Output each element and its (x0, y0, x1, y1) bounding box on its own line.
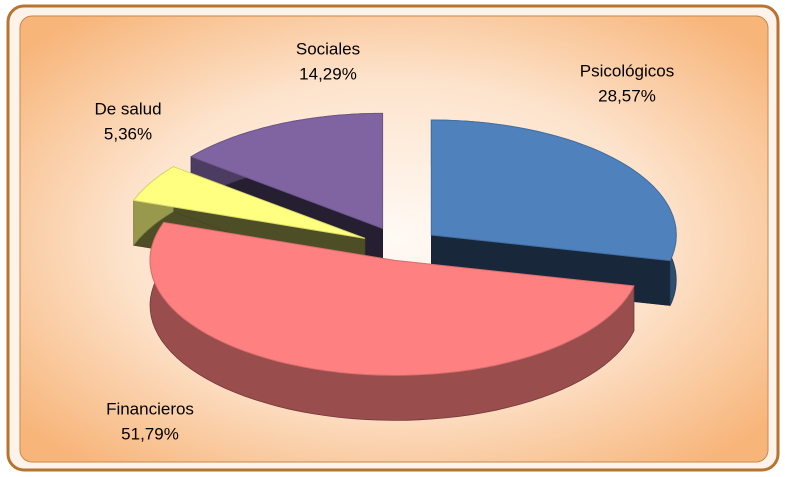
slice-value-label: 14,29% (299, 64, 357, 83)
slice-value-label: 5,36% (104, 124, 152, 143)
slice-value-label: 51,79% (121, 424, 179, 443)
slice-label: Psicológicos (580, 61, 675, 80)
pie-slice (149, 221, 635, 421)
slice-top (430, 119, 677, 262)
slice-value-label: 28,57% (598, 86, 656, 105)
slice-top (149, 221, 635, 376)
slice-top (132, 166, 366, 239)
slice-top (189, 112, 384, 230)
slice-label: De salud (94, 99, 161, 118)
slice-label: Financieros (106, 399, 194, 418)
slice-label: Sociales (296, 39, 360, 58)
